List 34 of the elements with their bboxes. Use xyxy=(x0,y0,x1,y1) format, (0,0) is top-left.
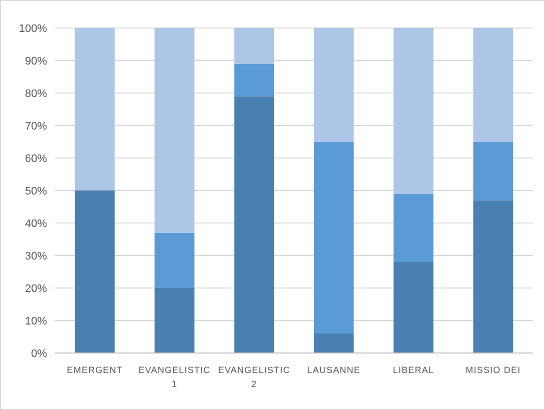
y-tick-label: 60% xyxy=(24,152,48,165)
bar xyxy=(394,262,434,353)
bar xyxy=(234,64,274,96)
y-tick-label: 10% xyxy=(24,315,48,328)
y-tick-label: 100% xyxy=(18,22,48,35)
bar xyxy=(473,142,514,200)
y-tick-label: 40% xyxy=(24,218,48,230)
y-tick-label: 70% xyxy=(24,120,48,132)
x-tick-label: EMERGENT xyxy=(66,365,123,375)
bar xyxy=(154,28,194,233)
bar xyxy=(473,200,514,353)
bar xyxy=(394,28,434,194)
y-tick-label: 30% xyxy=(24,250,48,262)
bar xyxy=(394,194,434,262)
bar xyxy=(154,288,194,353)
y-tick-label: 20% xyxy=(24,282,48,295)
bar xyxy=(314,142,354,334)
y-tick-label: 80% xyxy=(24,88,48,100)
y-tick-label: 50% xyxy=(24,185,48,198)
x-tick-label: LIBERAL xyxy=(392,365,434,375)
x-tick-label: EVANGELISTIC 2 xyxy=(218,365,290,389)
bar xyxy=(74,28,115,190)
bar xyxy=(314,334,354,353)
bar xyxy=(74,190,115,353)
y-tick-label: 90% xyxy=(24,55,48,68)
x-tick-label: MISSIO DEI xyxy=(466,365,521,375)
bar xyxy=(314,28,354,142)
x-tick-label: LAUSANNE xyxy=(307,365,360,375)
y-tick-label: 0% xyxy=(31,348,48,360)
bar xyxy=(154,232,194,288)
x-tick-label: EVANGELISTIC 1 xyxy=(138,365,211,389)
bar xyxy=(234,28,274,64)
bar xyxy=(234,96,274,353)
bar xyxy=(473,28,514,142)
